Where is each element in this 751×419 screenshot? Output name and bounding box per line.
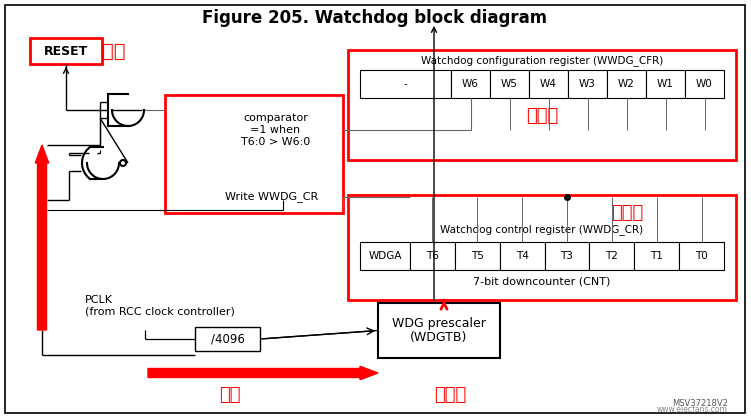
Circle shape <box>120 160 126 166</box>
Text: W5: W5 <box>501 79 518 89</box>
Bar <box>544 242 590 270</box>
Text: W4: W4 <box>540 79 557 89</box>
Text: 再分频: 再分频 <box>434 386 466 404</box>
Text: T4: T4 <box>516 251 529 261</box>
Text: Write WWDG_CR: Write WWDG_CR <box>225 191 318 202</box>
Bar <box>195 327 260 351</box>
Bar <box>451 70 490 98</box>
Text: W0: W0 <box>696 79 713 89</box>
Bar <box>646 70 685 98</box>
Text: W2: W2 <box>618 79 635 89</box>
Bar <box>635 242 679 270</box>
Text: W6: W6 <box>462 79 479 89</box>
Text: WDG prescaler
(WDGTB): WDG prescaler (WDGTB) <box>392 316 486 344</box>
Polygon shape <box>82 147 119 179</box>
Text: WDGA: WDGA <box>368 251 402 261</box>
Text: /4096: /4096 <box>210 333 244 346</box>
Text: www.elecfans.com: www.elecfans.com <box>657 405 728 414</box>
Polygon shape <box>108 94 144 126</box>
Text: 计数値: 计数値 <box>611 204 644 222</box>
Bar <box>30 38 102 64</box>
Bar <box>410 242 455 270</box>
FancyArrow shape <box>148 366 378 380</box>
Text: W1: W1 <box>657 79 674 89</box>
Bar <box>499 242 544 270</box>
Text: comparator
=1 when
T6:0 > W6:0: comparator =1 when T6:0 > W6:0 <box>241 114 310 147</box>
Text: Watchdog control register (WWDG_CR): Watchdog control register (WWDG_CR) <box>440 225 644 235</box>
Bar <box>455 242 499 270</box>
Text: T6: T6 <box>426 251 439 261</box>
Text: 分频: 分频 <box>219 386 241 404</box>
FancyArrow shape <box>35 145 49 330</box>
Bar <box>679 242 724 270</box>
Text: MSV37218V2: MSV37218V2 <box>672 399 728 408</box>
Text: T5: T5 <box>471 251 484 261</box>
Bar <box>165 95 343 213</box>
Text: PCLK
(from RCC clock controller): PCLK (from RCC clock controller) <box>85 295 235 317</box>
Bar <box>360 242 410 270</box>
Text: RESET: RESET <box>44 44 88 57</box>
Bar <box>590 242 635 270</box>
Bar <box>348 195 736 300</box>
Text: Figure 205. Watchdog block diagram: Figure 205. Watchdog block diagram <box>203 9 547 27</box>
Text: 复位: 复位 <box>102 41 125 60</box>
Text: 7-bit downcounter (CNT): 7-bit downcounter (CNT) <box>473 277 611 287</box>
Bar <box>348 50 736 160</box>
Text: T1: T1 <box>650 251 663 261</box>
Text: -: - <box>403 79 407 89</box>
Bar <box>490 70 529 98</box>
Bar <box>685 70 724 98</box>
Text: 窗口値: 窗口値 <box>526 107 558 125</box>
Bar <box>607 70 646 98</box>
Bar <box>360 70 451 98</box>
Text: T0: T0 <box>695 251 708 261</box>
Text: T2: T2 <box>605 251 618 261</box>
Text: W3: W3 <box>579 79 596 89</box>
Bar <box>529 70 568 98</box>
Bar <box>568 70 607 98</box>
Bar <box>378 303 500 358</box>
Text: Watchdog configuration register (WWDG_CFR): Watchdog configuration register (WWDG_CF… <box>421 56 663 67</box>
Text: T3: T3 <box>560 251 574 261</box>
